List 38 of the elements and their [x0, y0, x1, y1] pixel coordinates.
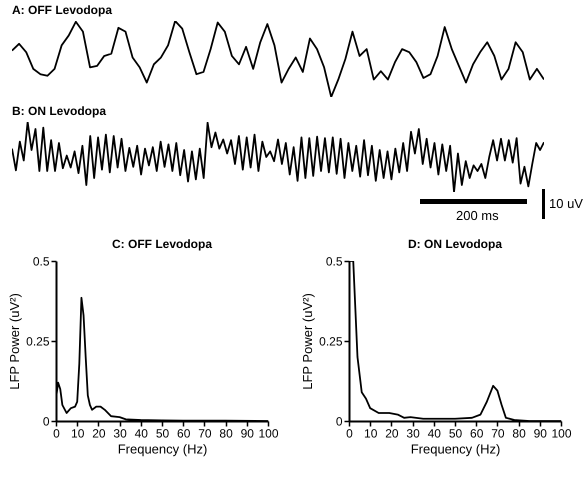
x-tick-label: 90: [534, 426, 548, 440]
y-tick-label: 0.25: [26, 334, 50, 348]
x-tick-label: 30: [113, 426, 128, 440]
x-tick-label: 40: [428, 426, 442, 440]
x-axis-title: Frequency (Hz): [118, 442, 208, 456]
x-tick-label: 90: [240, 426, 254, 440]
x-tick-label: 50: [448, 426, 462, 440]
x-tick-label: 60: [470, 426, 484, 440]
y-tick-label: 0.5: [32, 254, 50, 268]
x-tick-label: 40: [134, 426, 148, 440]
chart-title: B: ON Levodopa: [12, 104, 106, 118]
x-tick-label: 80: [512, 426, 526, 440]
chart-title: C: OFF Levodopa: [112, 237, 212, 251]
x-axis-title: Frequency (Hz): [410, 442, 500, 456]
y-tick-label: 0.25: [319, 334, 343, 348]
y-axis-title: LFP Power (uV²): [300, 293, 316, 390]
chart-title: D: ON Levodopa: [408, 237, 502, 251]
text: 200 ms: [456, 208, 499, 223]
x-tick-label: 60: [177, 426, 191, 440]
x-tick-label: 10: [364, 426, 378, 440]
x-tick-label: 0: [53, 426, 60, 440]
y-tick-label: 0: [336, 414, 343, 428]
text: 10 uV: [549, 196, 583, 211]
x-tick-label: 80: [219, 426, 234, 440]
y-tick-label: 0.5: [326, 254, 343, 268]
x-tick-label: 20: [385, 426, 399, 440]
x-tick-label: 20: [92, 426, 106, 440]
chart-title: A: OFF Levodopa: [12, 3, 112, 17]
x-tick-label: 70: [198, 426, 212, 440]
x-tick-label: 100: [258, 426, 279, 440]
x-tick-label: 100: [551, 426, 572, 440]
y-tick-label: 0: [42, 414, 50, 428]
x-tick-label: 10: [71, 426, 85, 440]
x-tick-label: 30: [406, 426, 420, 440]
y-axis-title: LFP Power (uV²): [7, 293, 22, 390]
x-tick-label: 50: [156, 426, 170, 440]
x-tick-label: 70: [491, 426, 505, 440]
x-tick-label: 0: [346, 426, 354, 440]
